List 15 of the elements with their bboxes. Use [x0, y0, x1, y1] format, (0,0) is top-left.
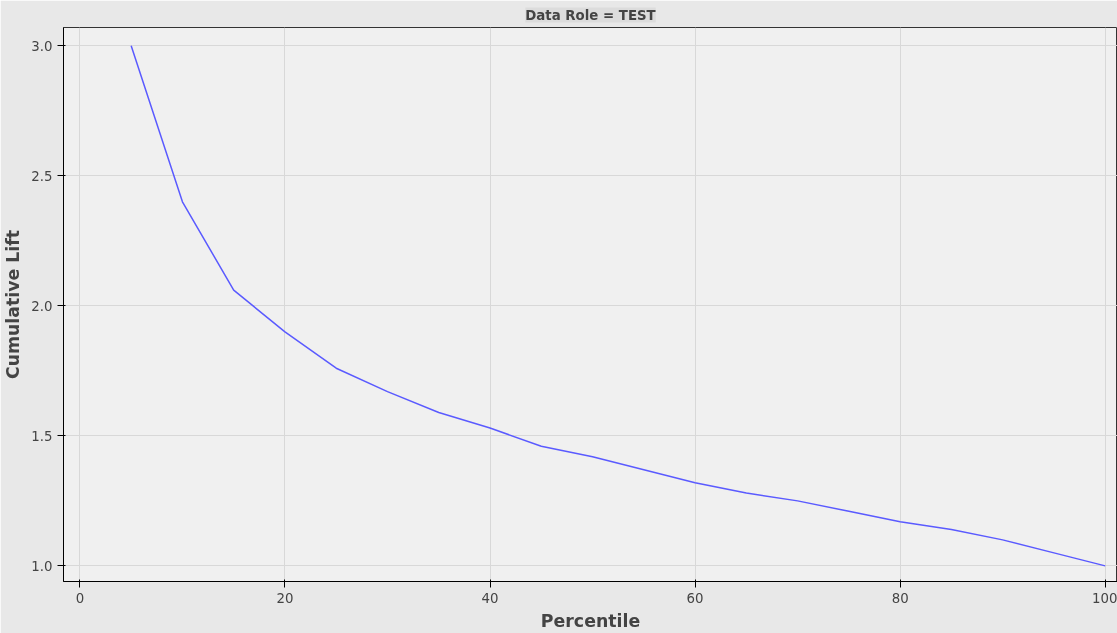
y-tick-label: 3.0: [31, 38, 53, 54]
y-tick-label: 1.5: [31, 428, 53, 444]
x-tick-label: 20: [276, 590, 294, 606]
x-tick-label: 100: [1092, 590, 1117, 606]
x-axis-title: Percentile: [540, 610, 641, 631]
y-tick-label: 2.0: [31, 298, 53, 314]
x-tick-label: 0: [75, 590, 85, 606]
y-tick-label: 1.0: [31, 558, 53, 574]
x-tick-label: 40: [481, 590, 499, 606]
x-tick-label: 60: [686, 590, 704, 606]
x-tick-label: 80: [891, 590, 909, 606]
line-series: [130, 44, 1106, 567]
y-axis-title: Cumulative Lift: [3, 229, 24, 380]
y-tick-label: 2.5: [31, 168, 53, 184]
chart-title: Data Role = TEST: [525, 7, 657, 23]
